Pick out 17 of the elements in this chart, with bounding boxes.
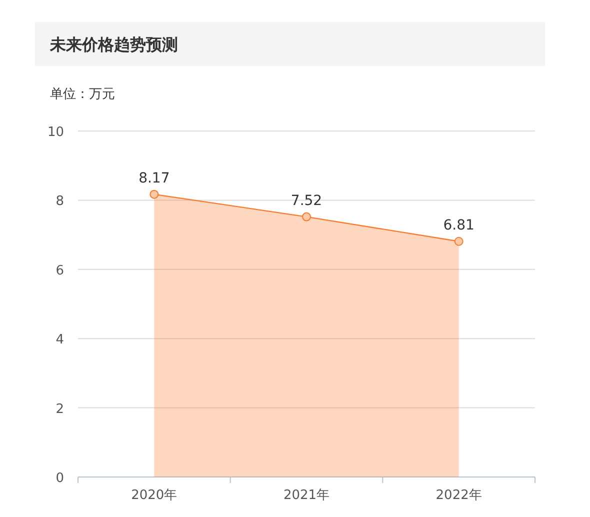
data-label: 7.52 <box>290 192 322 209</box>
chart-subtitle: 单位：万元 <box>50 87 115 102</box>
y-tick-label: 8 <box>56 194 64 210</box>
x-tick-label: 2022年 <box>436 488 482 503</box>
y-tick-label: 4 <box>56 332 64 348</box>
data-label: 8.17 <box>138 170 170 186</box>
y-tick-label: 2 <box>56 402 64 417</box>
point <box>150 190 159 199</box>
y-tick-label: 6 <box>56 263 64 278</box>
point <box>454 236 464 246</box>
y-tick-label: 0 <box>56 471 64 486</box>
x-tick-label: 2020年 <box>131 488 178 503</box>
y-tick-label: 10 <box>47 125 64 140</box>
x-tick-label: 2021年 <box>283 488 330 503</box>
data-label: 6.81 <box>443 217 474 234</box>
point <box>302 212 311 222</box>
chart-title: 未来价格趋势预测 <box>49 35 178 54</box>
